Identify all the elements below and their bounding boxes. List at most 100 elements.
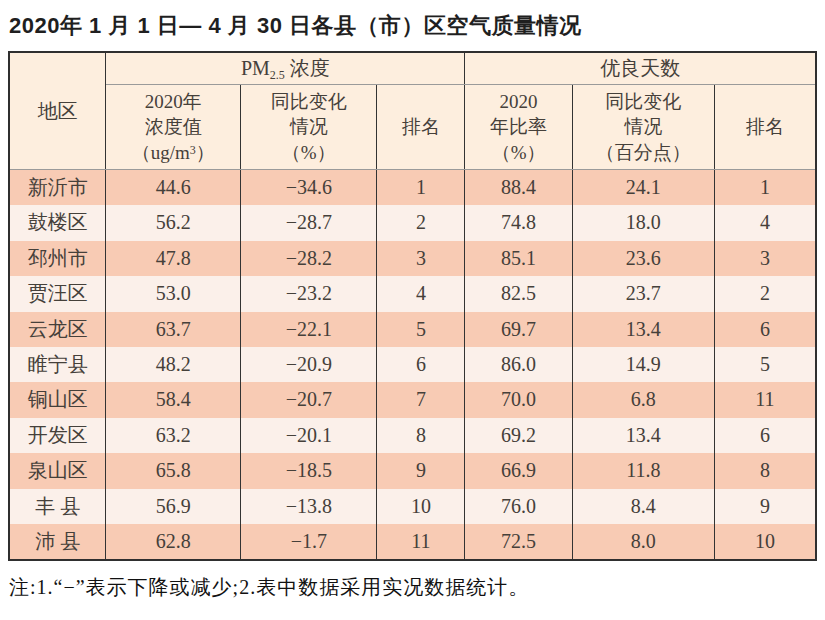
col-header-pm-concentration: 2020年 浓度值 （ug/m3） [106, 85, 241, 170]
cell-pm-rank: 9 [377, 453, 465, 488]
table-body: 新沂市44.6−34.6188.424.11鼓楼区56.2−28.7274.81… [9, 170, 816, 561]
cell-days-change: 18.0 [572, 205, 714, 240]
cell-days-ratio: 74.8 [465, 205, 572, 240]
cell-region: 睢宁县 [9, 347, 106, 382]
cell-days-rank: 5 [714, 347, 816, 382]
cell-days-rank: 1 [714, 170, 816, 206]
cell-pm-rank: 1 [377, 170, 465, 206]
table-row: 开发区63.2−20.1869.213.46 [9, 418, 816, 453]
cell-region: 泉山区 [9, 453, 106, 488]
cell-pm-rank: 5 [377, 312, 465, 347]
cell-days-ratio: 72.5 [465, 524, 572, 560]
table-row: 云龙区63.7−22.1569.713.46 [9, 312, 816, 347]
cell-days-change: 23.6 [572, 241, 714, 276]
table-header: 地区 PM2.5 浓度 优良天数 2020年 浓度值 （ug/m3） 同比变化 … [9, 52, 816, 170]
cell-region: 云龙区 [9, 312, 106, 347]
cell-pm-change: −34.6 [241, 170, 377, 206]
cell-pm-value: 63.2 [106, 418, 241, 453]
table-row: 鼓楼区56.2−28.7274.818.04 [9, 205, 816, 240]
table-row: 丰 县56.9−13.81076.08.49 [9, 489, 816, 524]
cell-days-change: 13.4 [572, 312, 714, 347]
cell-pm-rank: 10 [377, 489, 465, 524]
cell-region: 贾汪区 [9, 276, 106, 311]
col-header-days-change: 同比变化 情况 （百分点） [572, 85, 714, 170]
cell-pm-rank: 4 [377, 276, 465, 311]
cell-days-ratio: 82.5 [465, 276, 572, 311]
cell-days-rank: 9 [714, 489, 816, 524]
cell-days-change: 24.1 [572, 170, 714, 206]
cell-days-ratio: 85.1 [465, 241, 572, 276]
table-row: 沛 县62.8−1.71172.58.010 [9, 524, 816, 560]
table-row: 邳州市47.8−28.2385.123.63 [9, 241, 816, 276]
cell-pm-value: 44.6 [106, 170, 241, 206]
cell-days-ratio: 69.7 [465, 312, 572, 347]
air-quality-table: 地区 PM2.5 浓度 优良天数 2020年 浓度值 （ug/m3） 同比变化 … [8, 51, 817, 561]
cell-pm-change: −22.1 [241, 312, 377, 347]
cell-days-rank: 10 [714, 524, 816, 560]
table-row: 睢宁县48.2−20.9686.014.95 [9, 347, 816, 382]
table-row: 泉山区65.8−18.5966.911.88 [9, 453, 816, 488]
cell-pm-change: −28.2 [241, 241, 377, 276]
table-row: 新沂市44.6−34.6188.424.11 [9, 170, 816, 206]
cell-pm-change: −28.7 [241, 205, 377, 240]
cell-days-change: 14.9 [572, 347, 714, 382]
cell-region: 铜山区 [9, 382, 106, 417]
cell-days-rank: 11 [714, 382, 816, 417]
cell-days-change: 11.8 [572, 453, 714, 488]
cell-days-change: 13.4 [572, 418, 714, 453]
header-sub-row: 2020年 浓度值 （ug/m3） 同比变化 情况 （%） 排名 2020 年比… [9, 85, 816, 170]
pm25-label: PM2.5 浓度 [241, 57, 330, 79]
col-header-days-rank: 排名 [714, 85, 816, 170]
cell-days-change: 6.8 [572, 382, 714, 417]
cell-region: 沛 县 [9, 524, 106, 560]
cell-days-change: 8.0 [572, 524, 714, 560]
cell-days-ratio: 69.2 [465, 418, 572, 453]
cell-pm-change: −20.7 [241, 382, 377, 417]
cell-days-rank: 6 [714, 418, 816, 453]
cell-region: 新沂市 [9, 170, 106, 206]
cell-days-ratio: 86.0 [465, 347, 572, 382]
col-group-pm25: PM2.5 浓度 [106, 52, 465, 85]
header-group-row: 地区 PM2.5 浓度 优良天数 [9, 52, 816, 85]
col-header-pm-rank: 排名 [377, 85, 465, 170]
cell-pm-value: 48.2 [106, 347, 241, 382]
cell-pm-value: 53.0 [106, 276, 241, 311]
cell-pm-rank: 8 [377, 418, 465, 453]
col-header-days-ratio: 2020 年比率 （%） [465, 85, 572, 170]
cell-pm-change: −20.1 [241, 418, 377, 453]
cell-pm-rank: 11 [377, 524, 465, 560]
table-row: 贾汪区53.0−23.2482.523.72 [9, 276, 816, 311]
cell-days-change: 8.4 [572, 489, 714, 524]
page-title: 2020年 1 月 1 日— 4 月 30 日各县（市）区空气质量情况 [0, 0, 825, 49]
cell-days-ratio: 88.4 [465, 170, 572, 206]
cell-pm-change: −13.8 [241, 489, 377, 524]
cell-pm-rank: 2 [377, 205, 465, 240]
cell-days-rank: 8 [714, 453, 816, 488]
cell-days-ratio: 76.0 [465, 489, 572, 524]
cell-pm-value: 56.2 [106, 205, 241, 240]
cell-days-change: 23.7 [572, 276, 714, 311]
cell-region: 丰 县 [9, 489, 106, 524]
cell-pm-change: −18.5 [241, 453, 377, 488]
cell-pm-value: 56.9 [106, 489, 241, 524]
col-header-pm-change: 同比变化 情况 （%） [241, 85, 377, 170]
cell-days-rank: 2 [714, 276, 816, 311]
cell-pm-value: 58.4 [106, 382, 241, 417]
cell-pm-value: 47.8 [106, 241, 241, 276]
cell-pm-rank: 3 [377, 241, 465, 276]
cell-days-ratio: 66.9 [465, 453, 572, 488]
cell-region: 开发区 [9, 418, 106, 453]
cell-pm-change: −20.9 [241, 347, 377, 382]
cell-pm-rank: 7 [377, 382, 465, 417]
col-header-region: 地区 [9, 52, 106, 170]
cell-days-rank: 4 [714, 205, 816, 240]
table-row: 铜山区58.4−20.7770.06.811 [9, 382, 816, 417]
cell-pm-value: 62.8 [106, 524, 241, 560]
cell-days-ratio: 70.0 [465, 382, 572, 417]
cell-pm-change: −1.7 [241, 524, 377, 560]
cell-region: 邳州市 [9, 241, 106, 276]
footnote: 注:1.“−”表示下降或减少;2.表中数据采用实况数据统计。 [9, 574, 825, 601]
cell-region: 鼓楼区 [9, 205, 106, 240]
cell-pm-value: 65.8 [106, 453, 241, 488]
cell-pm-value: 63.7 [106, 312, 241, 347]
